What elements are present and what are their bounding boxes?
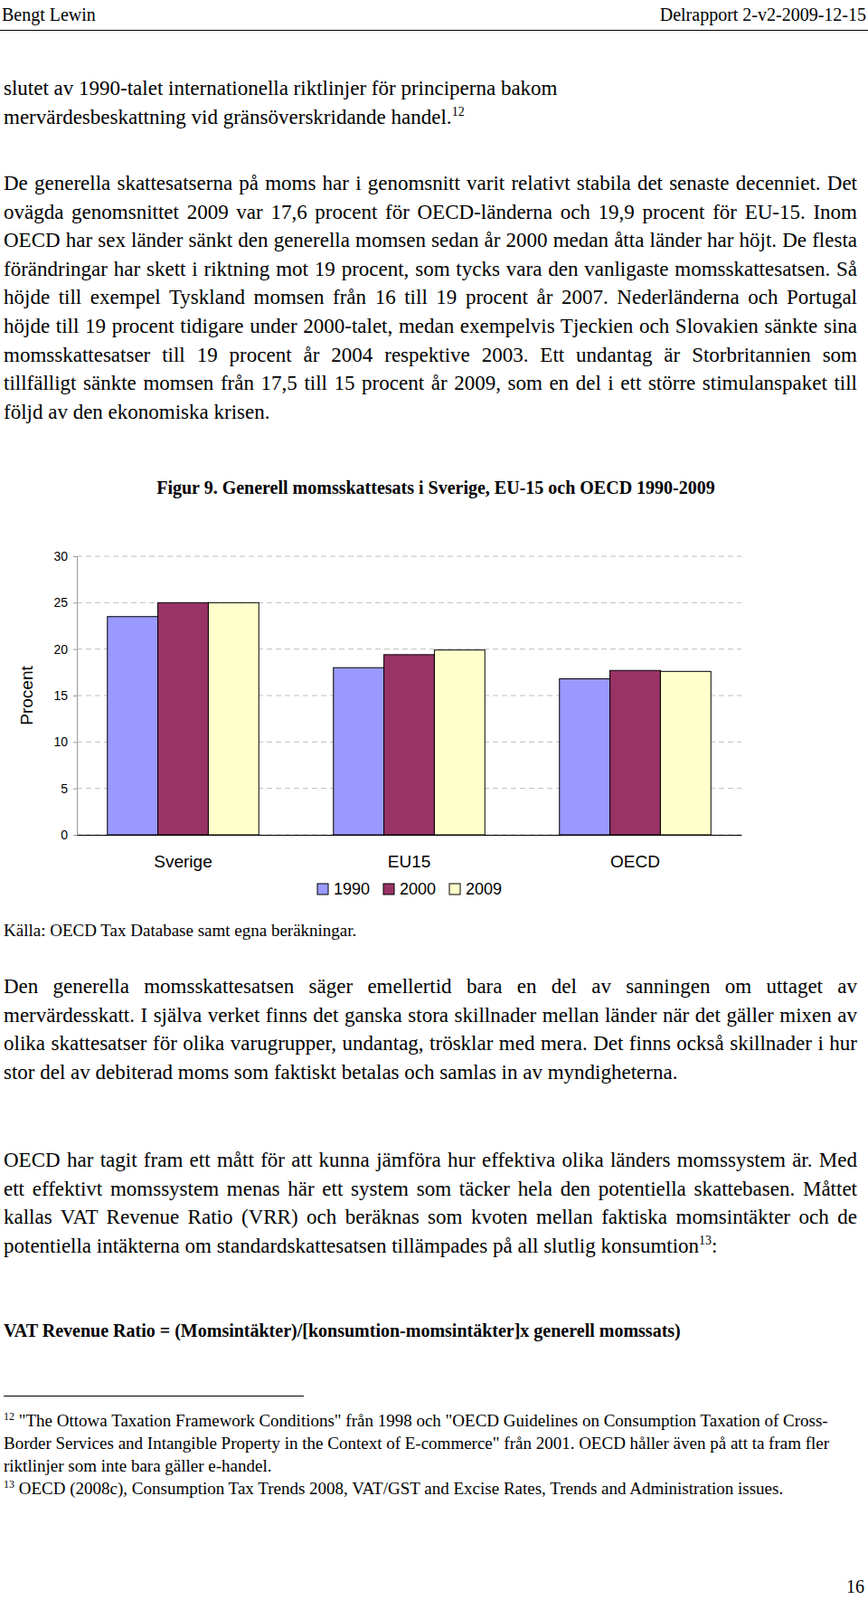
grid [76, 556, 742, 835]
header-author: Bengt Lewin [1, 4, 96, 26]
footnote-text: OECD (2008c), Consumption Tax Trends 200… [18, 1478, 784, 1498]
paragraph-text: OECD har tagit fram ett mått för att kun… [3, 1148, 858, 1257]
x-tick: OECD [610, 834, 661, 871]
page-number: 16 [846, 1574, 865, 1598]
y-tick-label: 5 [60, 781, 68, 796]
legend-item: 2009 [449, 879, 502, 898]
legend-label: 2000 [399, 879, 436, 898]
y-tick-mark [73, 834, 77, 836]
legend-label: 1990 [333, 879, 370, 898]
legend-swatch [449, 883, 461, 895]
bar [559, 679, 611, 835]
footnote-number: 12 [3, 1409, 15, 1423]
y-tick: 20 [53, 641, 77, 657]
legend: 1990 2000 2009 [317, 879, 502, 898]
y-tick-label: 10 [53, 734, 68, 749]
header-rule [0, 29, 868, 31]
paragraph-text: De generella skattesatserna på moms har … [3, 171, 858, 424]
y-tick-mark [73, 788, 77, 790]
x-tick: Sverige [153, 834, 212, 871]
figure-source: Källa: OECD Tax Database samt egna beräk… [3, 919, 357, 942]
y-axis: 0 5 10 15 20 25 30 [53, 548, 77, 842]
footnote-text: "The Ottowa Taxation Framework Condition… [3, 1410, 830, 1475]
footnotes: 12 "The Ottowa Taxation Framework Condit… [3, 1408, 858, 1500]
footnote: 12 "The Ottowa Taxation Framework Condit… [3, 1408, 858, 1477]
header-report: Delrapport 2-v2-2009-12-15 [660, 4, 867, 26]
legend-label: 2009 [465, 879, 502, 898]
y-tick-mark [73, 695, 77, 697]
y-tick-label: 20 [53, 641, 68, 657]
footnote-ref: 13 [698, 1233, 712, 1247]
y-tick-mark [73, 649, 77, 651]
x-tick-label: EU15 [387, 851, 432, 871]
x-axis: Sverige EU15 OECD [77, 834, 743, 871]
legend-swatch [383, 883, 395, 895]
bar [158, 602, 209, 835]
footnote-ref: 12 [452, 104, 465, 119]
footnote: 13 OECD (2008c), Consumption Tax Trends … [3, 1476, 858, 1500]
y-tick-mark [73, 556, 77, 557]
paragraph: Den generella momsskattesatsen säger eme… [3, 971, 858, 1086]
x-axis-line [77, 834, 743, 836]
formula: VAT Revenue Ratio = (Momsintäkter)/[kons… [3, 1318, 681, 1342]
chart: 0 5 10 15 20 25 30 Sverige EU15 OECD Procent 1990 20… [0, 506, 868, 914]
figure-title: Figur 9. Generell momsskattesats i Sveri… [0, 475, 868, 500]
y-tick: 0 [60, 827, 77, 842]
y-tick-label: 30 [53, 548, 68, 564]
bar [107, 616, 159, 835]
paragraph-text: Den generella momsskattesatsen säger eme… [3, 974, 858, 1084]
bar [207, 602, 259, 835]
bar [660, 670, 711, 835]
bar [610, 669, 661, 835]
y-axis-title: Procent [17, 665, 37, 726]
paragraph: OECD har tagit fram ett mått för att kun… [3, 1145, 858, 1260]
y-tick-label: 25 [53, 594, 68, 610]
paragraph: De generella skattesatserna på moms har … [3, 169, 858, 426]
y-tick: 30 [53, 548, 77, 564]
legend-item: 2000 [383, 879, 436, 898]
footnote-rule [3, 1395, 304, 1397]
legend-swatch [317, 883, 329, 895]
grid-line [76, 556, 742, 557]
bar [434, 650, 485, 835]
bar [384, 654, 435, 835]
x-tick: EU15 [387, 834, 432, 871]
y-tick: 10 [53, 734, 77, 749]
y-tick-mark [73, 602, 77, 604]
bars [107, 602, 712, 835]
y-tick-mark [73, 741, 77, 743]
paragraph-line: slutet av 1990-talet internationella rik… [3, 74, 858, 104]
paragraph: slutet av 1990-talet internationella rik… [3, 74, 858, 132]
y-tick-label: 15 [53, 688, 68, 703]
paragraph-line: mervärdesbeskattning vid gränsöverskrida… [3, 103, 858, 133]
footnote-number: 13 [3, 1477, 15, 1491]
bar [333, 667, 385, 835]
y-tick: 25 [53, 594, 77, 610]
y-tick-label: 0 [60, 827, 68, 842]
paragraph-text: : [711, 1234, 718, 1257]
x-tick-label: OECD [610, 851, 661, 871]
legend-item: 1990 [317, 879, 370, 898]
y-tick: 15 [53, 688, 77, 703]
x-tick-label: Sverige [153, 851, 212, 871]
y-tick: 5 [60, 781, 77, 796]
y-axis-line [73, 556, 78, 836]
